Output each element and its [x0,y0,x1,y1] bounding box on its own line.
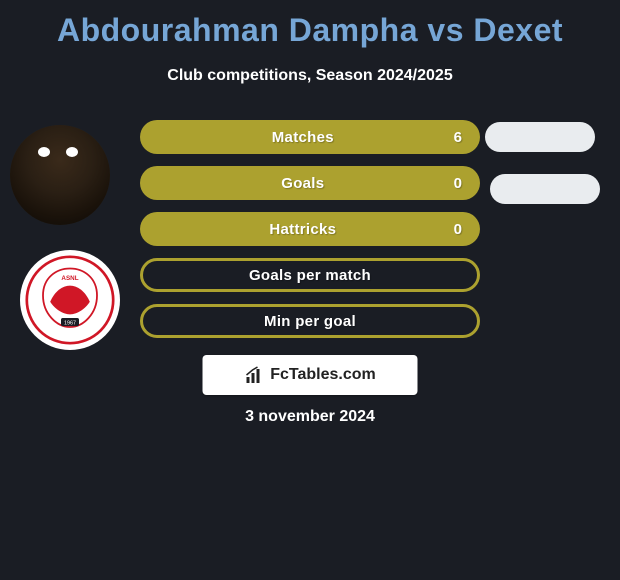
bar-label: Matches [158,129,448,146]
svg-text:ASNL: ASNL [61,275,78,282]
bar-value: 0 [454,175,462,192]
club-logo-icon: ASNL 1967 [20,250,120,350]
opponent-pill-1 [485,122,595,152]
bar-matches: Matches 6 [140,120,480,154]
chart-icon [244,365,264,385]
bar-label: Goals [158,175,448,192]
svg-text:1967: 1967 [64,320,76,326]
player-1-avatar [10,125,110,225]
bar-goals: Goals 0 [140,166,480,200]
branding-text: FcTables.com [270,366,376,384]
bar-min-per-goal: Min per goal [140,304,480,338]
player-2-club-logo: ASNL 1967 [20,250,120,350]
bar-value: 6 [454,129,462,146]
branding-badge: FcTables.com [203,355,418,395]
bar-value: 0 [454,221,462,238]
bar-label: Min per goal [161,313,459,330]
opponent-pill-2 [490,174,600,204]
bar-label: Goals per match [161,267,459,284]
bar-goals-per-match: Goals per match [140,258,480,292]
subtitle: Club competitions, Season 2024/2025 [0,67,620,85]
stats-bars: Matches 6 Goals 0 Hattricks 0 Goals per … [140,120,480,350]
bar-hattricks: Hattricks 0 [140,212,480,246]
bar-label: Hattricks [158,221,448,238]
player-face-icon [10,125,110,225]
page-title: Abdourahman Dampha vs Dexet [0,0,620,49]
date-text: 3 november 2024 [0,408,620,426]
